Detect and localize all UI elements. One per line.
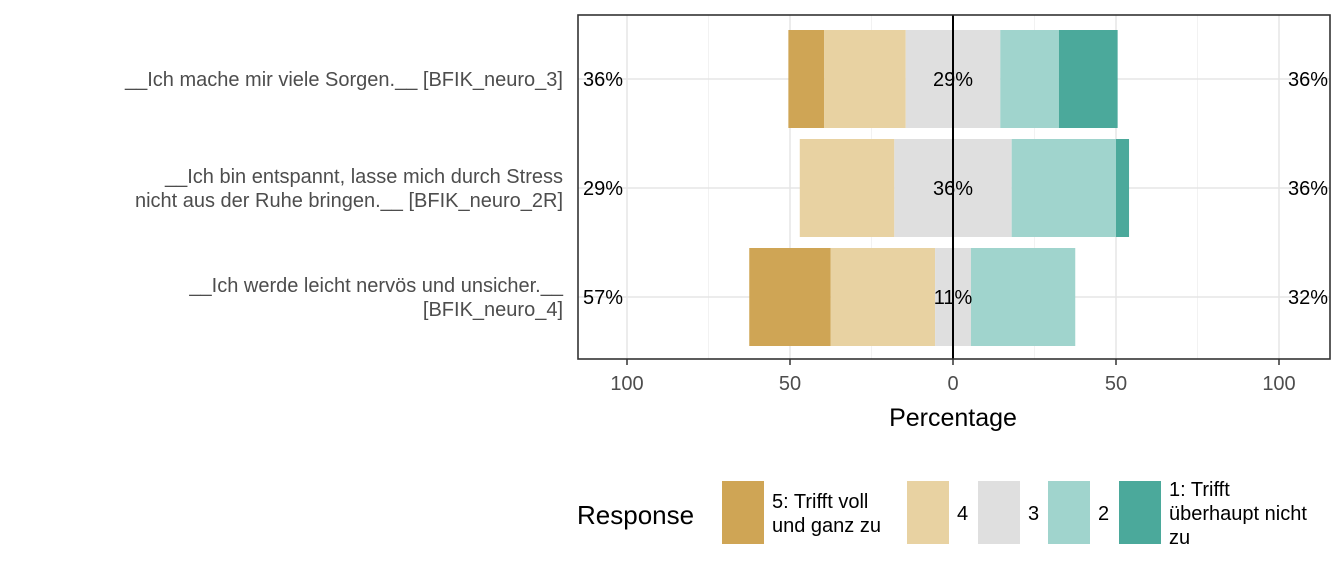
legend-label-line: 4 [957, 503, 968, 525]
right-percent-label: 36% [1288, 69, 1328, 91]
left-percent-label: 57% [583, 287, 623, 309]
x-axis-title: Percentage [889, 404, 1017, 432]
x-tick-label: 100 [1262, 373, 1295, 395]
center-percent-label: 36% [933, 178, 973, 200]
category-label-line: nicht aus der Ruhe bringen.__ [BFIK_neur… [135, 190, 563, 212]
legend-label-line: 3 [1028, 503, 1039, 525]
legend-label-line: und ganz zu [772, 515, 881, 537]
bar-segment [824, 30, 906, 128]
bar-segment [799, 139, 895, 237]
center-percent-label: 11% [934, 287, 973, 309]
category-label: __Ich mache mir viele Sorgen.__ [BFIK_ne… [124, 69, 563, 91]
bar-segment [749, 248, 831, 346]
bar-segment [1058, 30, 1118, 128]
legend-label-line: 1: Trifft [1169, 479, 1230, 501]
bar-segment [1011, 139, 1116, 237]
x-tick-label: 50 [1105, 373, 1127, 395]
legend-label: 1: Trifft überhaupt nicht zu [1169, 479, 1307, 549]
category-label-line: __Ich mache mir viele Sorgen.__ [BFIK_ne… [124, 69, 563, 91]
category-label-line: __Ich bin entspannt, lasse mich durch St… [164, 166, 563, 188]
x-tick-label: 100 [610, 373, 643, 395]
bar-segment [1116, 139, 1130, 237]
left-percent-label: 29% [583, 178, 623, 200]
category-label: __Ich werde leicht nervös und unsicher._… [188, 275, 563, 321]
legend-label-line: zu [1169, 527, 1190, 549]
legend-key [978, 481, 1020, 544]
bar-segment [1000, 30, 1059, 128]
category-label: __Ich bin entspannt, lasse mich durch St… [135, 166, 563, 212]
legend-key [1119, 481, 1161, 544]
legend-label: 5: Trifft voll und ganz zu [772, 491, 881, 537]
category-label-line: __Ich werde leicht nervös und unsicher._… [188, 275, 563, 297]
legend-key [907, 481, 949, 544]
bar-segment [788, 30, 825, 128]
legend-label-line: 5: Trifft voll [772, 491, 868, 513]
bar-segment [830, 248, 936, 346]
x-tick-label: 0 [947, 373, 958, 395]
right-percent-label: 36% [1288, 178, 1328, 200]
left-percent-label: 36% [583, 69, 623, 91]
bar-segment [970, 248, 1076, 346]
legend-label: 4 [957, 503, 968, 525]
legend-label-line: überhaupt nicht [1169, 503, 1307, 525]
center-percent-label: 29% [933, 69, 973, 91]
legend-label: 2 [1098, 503, 1109, 525]
legend-title: Response [577, 500, 694, 530]
legend-key [1048, 481, 1090, 544]
panel-border [577, 14, 1331, 360]
legend-label-line: 2 [1098, 503, 1109, 525]
legend-label: 3 [1028, 503, 1039, 525]
category-label-line: [BFIK_neuro_4] [423, 299, 563, 321]
legend-key [722, 481, 764, 544]
x-tick-label: 50 [779, 373, 801, 395]
right-percent-label: 32% [1288, 287, 1328, 309]
